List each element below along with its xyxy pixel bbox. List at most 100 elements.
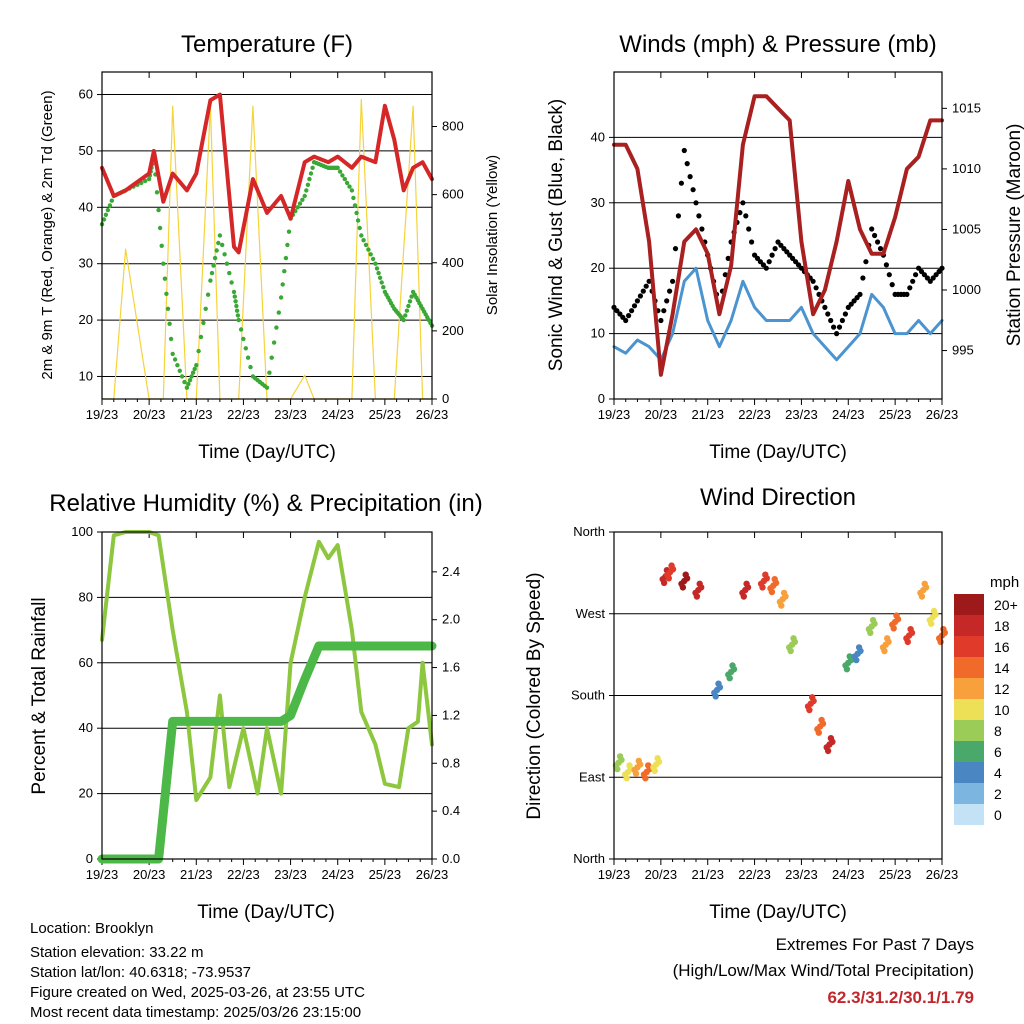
legend-title: mph xyxy=(990,574,1019,591)
temperature-xtick-label: 25/23 xyxy=(369,407,402,422)
gust-point xyxy=(822,304,828,310)
direction-point xyxy=(890,625,897,632)
direction-xtick-label: 19/23 xyxy=(598,867,631,882)
direction-xtick-label: 23/23 xyxy=(785,867,818,882)
direction-point xyxy=(740,593,747,600)
gust-point xyxy=(910,278,916,284)
precipitation-line xyxy=(97,641,437,864)
direction-point xyxy=(716,684,724,691)
dewpoint-point xyxy=(234,308,240,313)
gust-point xyxy=(743,213,749,219)
gust-point xyxy=(836,324,843,330)
gust-point xyxy=(810,278,816,284)
dewpoint-point xyxy=(374,266,380,271)
dewpoint-point xyxy=(310,165,315,170)
temperature-xtick-label: 23/23 xyxy=(274,407,307,422)
dewpoint-point xyxy=(285,242,290,248)
dewpoint-point xyxy=(243,346,248,351)
direction-point xyxy=(614,765,621,773)
direction-point xyxy=(908,629,916,636)
dewpoint-point xyxy=(403,313,408,318)
dewpoint-point xyxy=(381,285,386,290)
gust-point xyxy=(842,311,849,317)
gust-point xyxy=(658,317,664,324)
gust-point xyxy=(834,331,840,337)
gust-point xyxy=(740,200,746,206)
winds-ytick-right-label: 995 xyxy=(952,343,974,358)
speed-legend: 20+ 18 16 14 12 10 8 6 4 2 0 xyxy=(954,594,1018,825)
gust-point xyxy=(675,213,682,219)
gust-point xyxy=(623,317,629,324)
direction-point xyxy=(669,566,677,573)
temperature-title: Temperature (F) xyxy=(181,31,353,58)
winds-ylabel-right: Station Pressure (Maroon) xyxy=(1004,124,1024,347)
direction-point xyxy=(679,584,687,591)
winds-xtick-label: 20/23 xyxy=(645,407,678,422)
legend-label: 6 xyxy=(994,744,1002,760)
humidity-ytick-right-label: 0.8 xyxy=(442,755,460,770)
winds-xtick-label: 24/23 xyxy=(832,407,865,422)
dewpoint-point xyxy=(238,327,244,332)
legend-label: 4 xyxy=(994,765,1002,781)
dewpoint-point xyxy=(340,173,345,178)
gust-point xyxy=(769,252,775,258)
extremes-values: 62.3/31.2/30.1/1.79 xyxy=(827,988,974,1007)
temperature-xtick-label: 20/23 xyxy=(133,407,166,422)
winds-xtick-label: 23/23 xyxy=(785,407,818,422)
direction-point xyxy=(632,770,640,777)
dewpoint-point xyxy=(406,303,411,309)
humidity-ytick-label: 0 xyxy=(86,851,93,866)
gust-point xyxy=(772,246,778,252)
legend-swatch xyxy=(954,699,984,720)
temperature-xtick-label: 24/23 xyxy=(321,407,354,422)
winds-ytick-right-label: 1015 xyxy=(952,100,981,115)
dewpoint-point xyxy=(187,378,193,383)
gust-point xyxy=(643,283,649,289)
direction-xtick-label: 26/23 xyxy=(926,867,959,882)
solar-insolation-line xyxy=(101,98,433,400)
dewpoint-point xyxy=(105,207,111,213)
winds-title: Winds (mph) & Pressure (mb) xyxy=(619,31,936,58)
direction-xtick-label: 21/23 xyxy=(691,867,724,882)
dewpoint-point xyxy=(159,243,164,248)
winds-plot-frame xyxy=(613,71,943,400)
gust-point xyxy=(670,278,676,284)
direction-point xyxy=(660,579,668,587)
dewpoint-point xyxy=(175,363,180,368)
gust-point xyxy=(886,272,892,278)
direction-point xyxy=(787,647,794,655)
direction-point xyxy=(871,620,878,627)
dewpoint-point xyxy=(107,203,113,208)
gust-point xyxy=(631,303,638,309)
extremes-subtitle: (High/Low/Max Wind/Total Precipitation) xyxy=(672,961,974,980)
dewpoint-point xyxy=(179,374,185,379)
temperature-xtick-label: 21/23 xyxy=(180,407,213,422)
legend-swatch xyxy=(954,741,984,762)
winds-xtick-label: 25/23 xyxy=(879,407,912,422)
temperature-xlabel: Time (Day/UTC) xyxy=(198,442,336,463)
direction-xlabel: Time (Day/UTC) xyxy=(709,902,847,923)
humidity-ytick-right-label: 1.2 xyxy=(442,707,460,722)
winds-panel: 0 10 20 30 40 995 1000 1005 1010 1015 19/23 20/23 21… xyxy=(591,71,981,422)
direction-point xyxy=(918,593,926,600)
direction-point xyxy=(623,775,630,782)
temperature-ytick-label: 20 xyxy=(79,312,93,327)
dewpoint-point xyxy=(170,351,175,357)
dewpoint-point xyxy=(264,385,270,390)
direction-plot-frame xyxy=(613,531,943,860)
humidity-ytick-right-label: 2.4 xyxy=(442,564,460,579)
direction-point xyxy=(937,638,944,646)
dewpoint-point xyxy=(241,336,246,342)
direction-xtick-label: 22/23 xyxy=(738,867,771,882)
dewpoint-point xyxy=(205,292,211,297)
dewpoint-point xyxy=(196,348,201,354)
info-elevation: Station elevation: 33.22 m xyxy=(30,944,204,961)
gust-point xyxy=(646,278,652,284)
winds-ytick-label: 0 xyxy=(598,391,605,406)
legend-label: 10 xyxy=(994,702,1010,718)
gust-point xyxy=(749,239,755,245)
dewpoint-point xyxy=(359,233,364,238)
dewpoint-point xyxy=(164,291,169,296)
direction-point xyxy=(655,758,663,765)
